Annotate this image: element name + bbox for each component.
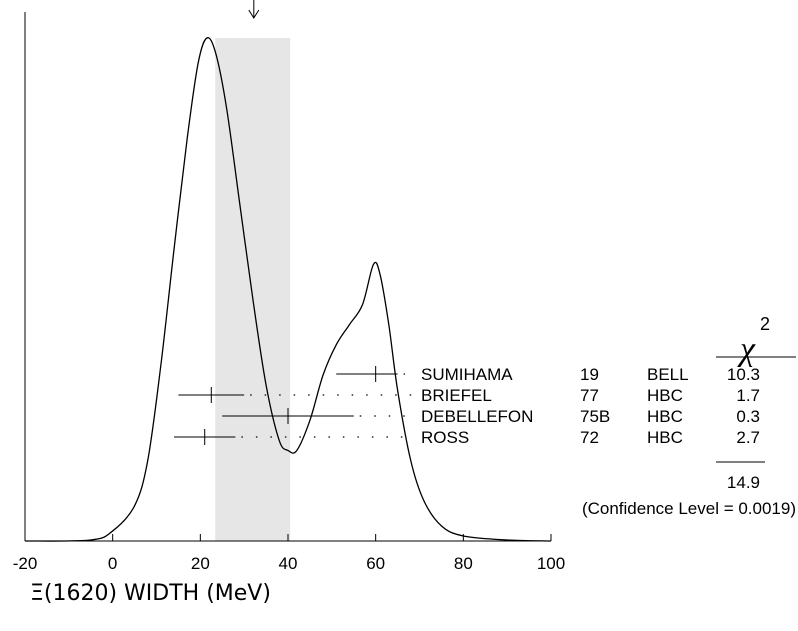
x-ticks: -20 0 20 40 60 80 100 bbox=[13, 534, 565, 573]
experiment-technique: HBC bbox=[647, 407, 683, 426]
experiment-name: BRIEFEL bbox=[421, 386, 492, 405]
confidence-level: (Confidence Level = 0.0019) bbox=[582, 499, 796, 518]
measurement-row: DEBELLEFON 75B HBC 0.3 bbox=[222, 407, 760, 426]
average-arrow bbox=[248, 0, 260, 19]
chi2-value: 2.7 bbox=[736, 428, 760, 447]
measurement-row: ROSS 72 HBC 2.7 bbox=[174, 428, 760, 447]
experiment-year: 77 bbox=[580, 386, 599, 405]
chi2-total: 14.9 bbox=[727, 473, 760, 492]
x-tick-label: 80 bbox=[454, 554, 473, 573]
measurement-row: SUMIHAMA 19 BELL 10.3 bbox=[336, 365, 760, 384]
chi2-value: 0.3 bbox=[736, 407, 760, 426]
x-axis-label: Ξ(1620) WIDTH (MeV) bbox=[30, 581, 271, 606]
experiment-technique: HBC bbox=[647, 428, 683, 447]
x-tick-label: -20 bbox=[13, 554, 38, 573]
experiment-year: 75B bbox=[580, 407, 610, 426]
x-tick-label: 100 bbox=[537, 554, 565, 573]
experiment-name: ROSS bbox=[421, 428, 469, 447]
experiment-year: 72 bbox=[580, 428, 599, 447]
measurements: SUMIHAMA 19 BELL 10.3 BRIEFEL 77 HBC 1.7 DEBELLE… bbox=[174, 365, 760, 447]
experiment-name: DEBELLEFON bbox=[421, 407, 533, 426]
x-tick-label: 20 bbox=[191, 554, 210, 573]
experiment-technique: BELL bbox=[647, 365, 689, 384]
chi2-value: 1.7 bbox=[736, 386, 760, 405]
x-tick-label: 60 bbox=[366, 554, 385, 573]
weighted-average-band bbox=[215, 38, 291, 541]
chi2-value: 10.3 bbox=[727, 365, 760, 384]
x-tick-label: 40 bbox=[279, 554, 298, 573]
measurement-row: BRIEFEL 77 HBC 1.7 bbox=[178, 386, 760, 405]
arrow-head bbox=[248, 9, 260, 19]
ideogram-curve bbox=[24, 37, 552, 542]
experiment-year: 19 bbox=[580, 365, 599, 384]
chi2-header: χ bbox=[737, 331, 756, 368]
chi2-superscript: 2 bbox=[760, 314, 770, 334]
x-tick-label: 0 bbox=[108, 554, 117, 573]
experiment-technique: HBC bbox=[647, 386, 683, 405]
experiment-name: SUMIHAMA bbox=[421, 365, 513, 384]
